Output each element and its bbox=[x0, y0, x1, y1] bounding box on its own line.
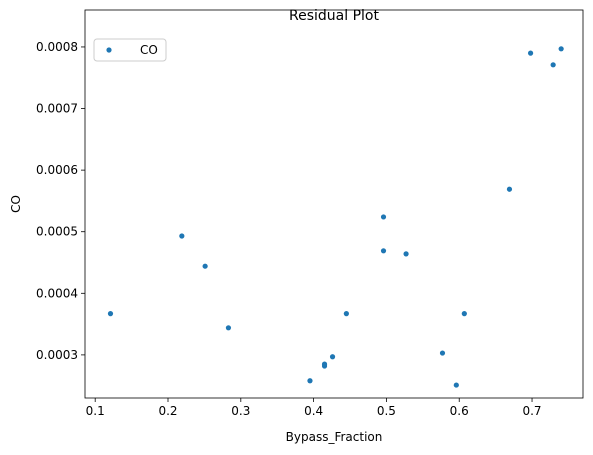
point bbox=[225, 325, 232, 331]
point bbox=[380, 248, 387, 254]
y-tick-label: 0.0003 bbox=[36, 348, 78, 362]
point bbox=[343, 311, 349, 317]
point bbox=[321, 361, 328, 367]
y-tick-label: 0.0005 bbox=[36, 225, 78, 239]
point bbox=[329, 354, 336, 360]
x-tick-label: 0.7 bbox=[522, 404, 541, 418]
y-tick-label: 0.0008 bbox=[36, 40, 78, 54]
x-axis-label: Bypass_Fraction bbox=[286, 430, 383, 444]
point bbox=[527, 50, 534, 56]
legend-box bbox=[93, 38, 167, 62]
y-tick-label: 0.0007 bbox=[36, 102, 78, 116]
legend-label: CO bbox=[140, 43, 158, 57]
x-tick-label: 0.4 bbox=[304, 404, 323, 418]
y-tick-label: 0.0004 bbox=[36, 286, 78, 300]
point bbox=[179, 233, 185, 239]
point bbox=[307, 378, 313, 384]
point bbox=[550, 62, 556, 68]
point bbox=[453, 382, 459, 388]
point bbox=[202, 263, 208, 269]
point bbox=[107, 311, 114, 317]
x-tick-label: 0.5 bbox=[377, 404, 396, 418]
x-tick-label: 0.6 bbox=[450, 404, 469, 418]
point bbox=[461, 311, 467, 317]
legend-marker bbox=[106, 47, 112, 53]
point bbox=[439, 350, 446, 356]
plot-frame bbox=[84, 9, 584, 399]
point bbox=[380, 214, 387, 220]
y-axis-label: CO bbox=[9, 195, 23, 213]
x-tick-label: 0.2 bbox=[158, 404, 177, 418]
point bbox=[558, 46, 564, 52]
point bbox=[403, 251, 409, 257]
y-tick-label: 0.0006 bbox=[36, 163, 78, 177]
x-tick-label: 0.1 bbox=[86, 404, 105, 418]
chart-title: Residual Plot bbox=[289, 8, 379, 24]
point bbox=[506, 186, 513, 192]
x-tick-label: 0.3 bbox=[231, 404, 250, 418]
